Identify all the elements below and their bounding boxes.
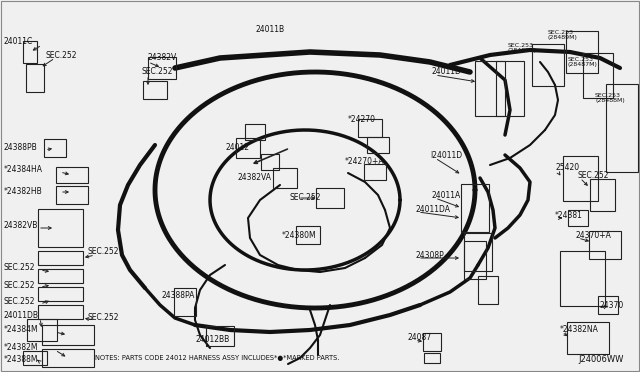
Bar: [589, 179, 614, 211]
Text: 24087: 24087: [408, 334, 432, 343]
Text: 24382VA: 24382VA: [238, 173, 272, 183]
Text: *24381: *24381: [555, 211, 583, 219]
Bar: [56, 167, 88, 183]
Text: I24011D: I24011D: [430, 151, 462, 160]
Bar: [27, 319, 57, 341]
Bar: [23, 41, 37, 63]
Bar: [206, 326, 234, 346]
Text: SEC.252: SEC.252: [88, 314, 120, 323]
Bar: [464, 241, 486, 279]
Bar: [26, 64, 44, 92]
Text: 25420: 25420: [555, 164, 579, 173]
Bar: [496, 61, 524, 115]
Bar: [424, 353, 440, 363]
Bar: [296, 226, 320, 244]
Bar: [559, 250, 605, 305]
Bar: [316, 188, 344, 208]
Text: 24388PB: 24388PB: [4, 144, 38, 153]
Bar: [364, 164, 386, 180]
Text: 24011B: 24011B: [255, 26, 284, 35]
Bar: [589, 231, 621, 259]
Bar: [563, 155, 598, 201]
Bar: [273, 168, 297, 188]
Text: 24011A: 24011A: [432, 190, 461, 199]
Bar: [38, 287, 83, 301]
Text: 24011C: 24011C: [4, 38, 33, 46]
Text: SEC.253
(28488M): SEC.253 (28488M): [595, 93, 625, 103]
Text: *24388M: *24388M: [4, 356, 38, 365]
Bar: [245, 124, 265, 140]
Bar: [461, 184, 489, 232]
Text: SEC.253
(28487M): SEC.253 (28487M): [568, 57, 598, 67]
Text: SEC.252: SEC.252: [578, 170, 609, 180]
Text: 24370: 24370: [600, 301, 624, 310]
Bar: [44, 139, 66, 157]
Text: 24382VB: 24382VB: [4, 221, 38, 230]
Bar: [38, 251, 83, 265]
Text: SEC.252: SEC.252: [4, 280, 35, 289]
Text: 24370+A: 24370+A: [575, 231, 611, 240]
Bar: [236, 138, 260, 158]
Text: *24382M: *24382M: [4, 343, 38, 353]
Text: 24011D: 24011D: [432, 67, 462, 77]
Bar: [42, 349, 94, 367]
Text: *24380M: *24380M: [282, 231, 317, 240]
Text: *24384HA: *24384HA: [4, 166, 43, 174]
Text: *24382NA: *24382NA: [560, 326, 599, 334]
Text: 24388PA: 24388PA: [162, 291, 195, 299]
Text: SEC.252: SEC.252: [45, 51, 77, 60]
Bar: [568, 210, 588, 226]
Bar: [23, 351, 47, 365]
Bar: [261, 154, 279, 170]
Bar: [56, 186, 88, 204]
Bar: [148, 57, 176, 79]
Bar: [532, 44, 564, 86]
Text: *24382HB: *24382HB: [4, 187, 43, 196]
Bar: [606, 84, 638, 172]
Text: SEC.252: SEC.252: [289, 193, 321, 202]
Bar: [174, 288, 196, 316]
Text: SEC.252: SEC.252: [88, 247, 120, 257]
Text: 24011DA: 24011DA: [415, 205, 450, 215]
Text: 24012BB: 24012BB: [196, 336, 230, 344]
Text: SEC.252: SEC.252: [142, 67, 173, 77]
Bar: [358, 119, 382, 137]
Bar: [566, 31, 598, 73]
Bar: [38, 269, 83, 283]
Text: 24382V: 24382V: [148, 54, 177, 62]
Bar: [38, 305, 83, 319]
Text: 24012: 24012: [225, 144, 249, 153]
Text: NOTES: PARTS CODE 24012 HARNESS ASSY INCLUDES*●*MARKED PARTS.: NOTES: PARTS CODE 24012 HARNESS ASSY INC…: [95, 355, 339, 361]
Text: J24006WW: J24006WW: [578, 356, 623, 365]
Bar: [583, 52, 613, 97]
Text: *24384M: *24384M: [4, 326, 38, 334]
Bar: [143, 81, 167, 99]
Text: 24308P: 24308P: [415, 250, 444, 260]
Text: SEC.252: SEC.252: [4, 263, 35, 273]
Text: *24270+A: *24270+A: [345, 157, 385, 167]
Bar: [38, 209, 83, 247]
Bar: [475, 61, 505, 115]
Bar: [42, 325, 94, 345]
Bar: [598, 296, 618, 314]
Text: 24011DB: 24011DB: [4, 311, 39, 320]
Bar: [423, 333, 441, 351]
Bar: [464, 233, 492, 271]
Bar: [478, 276, 498, 304]
Text: SEC.253
(28485H): SEC.253 (28485H): [508, 43, 537, 54]
Bar: [567, 322, 609, 354]
Bar: [367, 137, 389, 153]
Text: SEC.252: SEC.252: [4, 298, 35, 307]
Text: SEC.253
(28489M): SEC.253 (28489M): [548, 30, 578, 41]
Text: *24270: *24270: [348, 115, 376, 125]
